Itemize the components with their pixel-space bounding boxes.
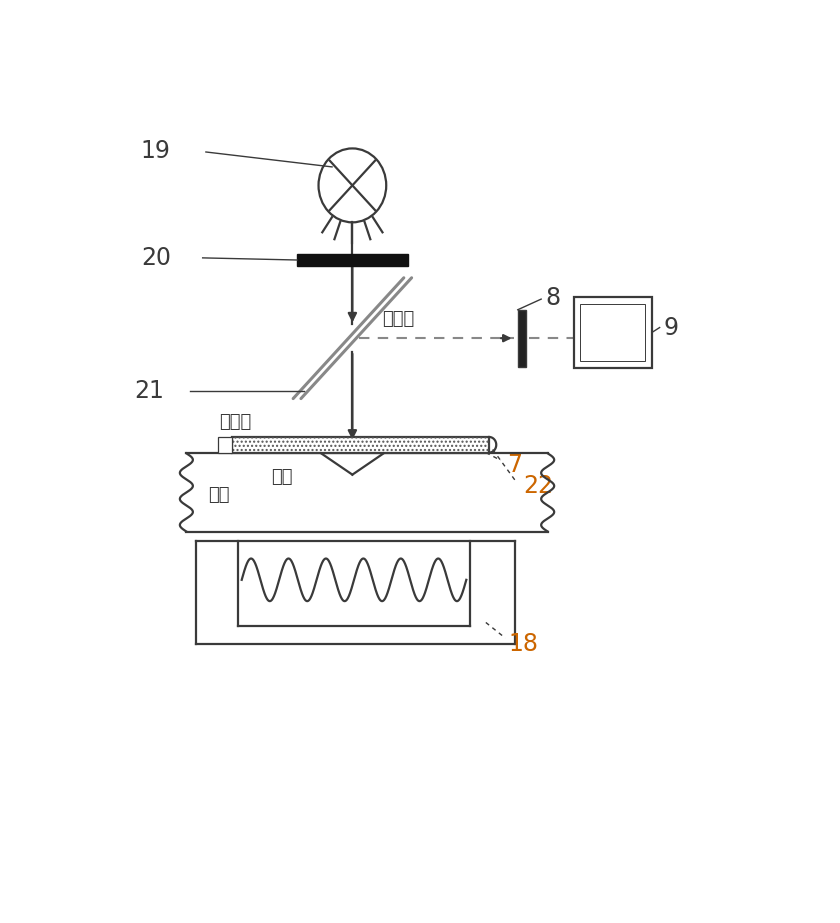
Text: 入射光: 入射光: [219, 413, 251, 431]
Bar: [517, 310, 526, 366]
Text: 18: 18: [509, 631, 538, 656]
Text: 20: 20: [141, 246, 171, 270]
Text: 反射光: 反射光: [381, 309, 414, 328]
Text: 19: 19: [141, 138, 171, 162]
Bar: [580, 304, 645, 361]
Bar: [218, 437, 232, 452]
Bar: [574, 297, 652, 368]
Text: 焊缝: 焊缝: [271, 468, 292, 485]
Text: 8: 8: [546, 286, 561, 310]
Text: 9: 9: [664, 316, 679, 340]
Bar: [232, 437, 489, 452]
Text: 焊件: 焊件: [207, 485, 229, 504]
Bar: [297, 255, 407, 266]
Text: 22: 22: [523, 474, 553, 498]
Text: 7: 7: [507, 452, 522, 476]
Text: 21: 21: [134, 379, 164, 403]
Bar: [232, 437, 489, 452]
